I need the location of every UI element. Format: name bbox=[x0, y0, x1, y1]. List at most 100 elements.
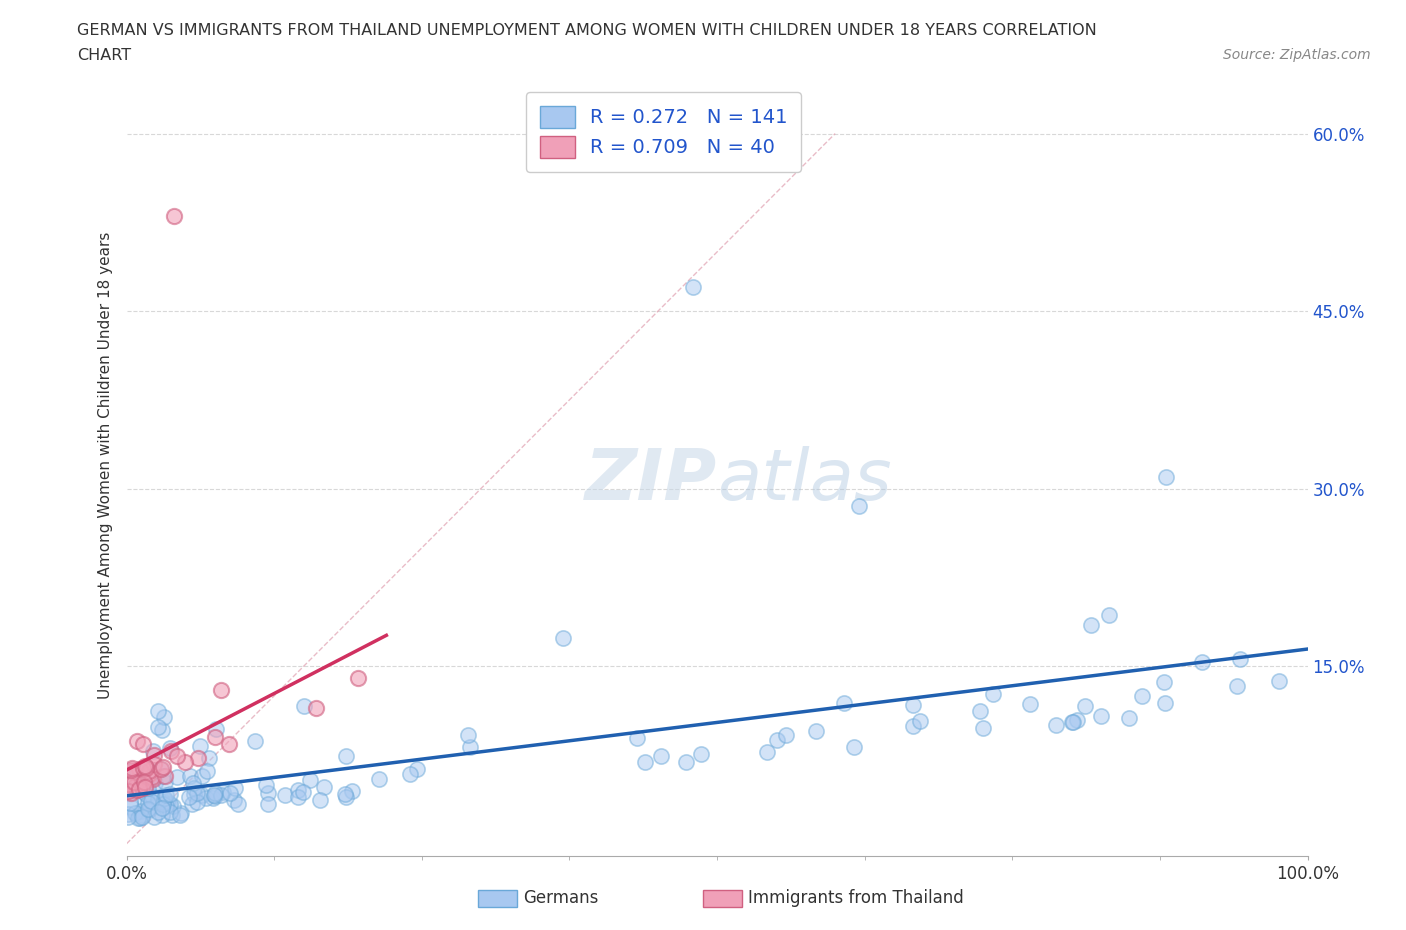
Point bbox=[170, 805, 193, 820]
Point bbox=[135, 760, 157, 775]
Point bbox=[187, 751, 209, 765]
Point bbox=[675, 754, 697, 769]
Text: GERMAN VS IMMIGRANTS FROM THAILAND UNEMPLOYMENT AMONG WOMEN WITH CHILDREN UNDER : GERMAN VS IMMIGRANTS FROM THAILAND UNEMP… bbox=[77, 23, 1097, 38]
Point bbox=[650, 749, 672, 764]
Point bbox=[152, 768, 174, 783]
Point bbox=[1191, 655, 1213, 670]
Point bbox=[183, 787, 205, 802]
Point bbox=[219, 786, 242, 801]
Point bbox=[195, 790, 218, 805]
Point bbox=[132, 737, 155, 751]
Point bbox=[122, 764, 145, 779]
Point bbox=[179, 769, 201, 784]
Point bbox=[191, 787, 214, 802]
Point bbox=[333, 786, 356, 801]
Point bbox=[1118, 711, 1140, 726]
Text: Immigrants from Thailand: Immigrants from Thailand bbox=[748, 889, 963, 908]
Point bbox=[347, 671, 370, 685]
Point bbox=[775, 728, 797, 743]
Text: Source: ZipAtlas.com: Source: ZipAtlas.com bbox=[1223, 48, 1371, 62]
Point bbox=[254, 777, 277, 792]
Point bbox=[1066, 712, 1088, 727]
Point bbox=[1062, 714, 1084, 729]
Point bbox=[142, 809, 165, 824]
Point bbox=[134, 779, 156, 794]
Point bbox=[292, 784, 315, 799]
Point bbox=[405, 762, 427, 777]
Point bbox=[134, 793, 156, 808]
Point bbox=[159, 796, 181, 811]
Point bbox=[156, 793, 179, 808]
Point bbox=[138, 764, 160, 778]
Point bbox=[209, 683, 232, 698]
Point bbox=[141, 788, 163, 803]
Point bbox=[287, 782, 309, 797]
Point bbox=[135, 787, 157, 802]
Point bbox=[150, 723, 173, 737]
Point bbox=[124, 783, 146, 798]
Point bbox=[159, 740, 181, 755]
Point bbox=[804, 724, 827, 738]
Point bbox=[689, 747, 711, 762]
Point bbox=[127, 776, 149, 790]
Point bbox=[1074, 698, 1097, 713]
Point bbox=[218, 737, 240, 751]
Legend: R = 0.272   N = 141, R = 0.709   N = 40: R = 0.272 N = 141, R = 0.709 N = 40 bbox=[526, 92, 801, 172]
Point bbox=[162, 799, 184, 814]
Point bbox=[908, 714, 931, 729]
Point bbox=[204, 786, 226, 801]
Point bbox=[156, 795, 179, 810]
Point bbox=[398, 766, 420, 781]
Point bbox=[124, 781, 146, 796]
Point bbox=[1229, 651, 1251, 666]
Point bbox=[129, 811, 152, 826]
Point bbox=[132, 775, 155, 790]
Point bbox=[204, 730, 226, 745]
Point bbox=[180, 796, 202, 811]
Point bbox=[155, 788, 177, 803]
Point bbox=[1268, 673, 1291, 688]
Point bbox=[124, 805, 146, 820]
Point bbox=[160, 808, 183, 823]
Point bbox=[159, 786, 181, 801]
Point bbox=[969, 703, 991, 718]
Point bbox=[120, 762, 142, 777]
Point bbox=[120, 764, 142, 778]
Point bbox=[127, 782, 149, 797]
Point bbox=[226, 797, 249, 812]
Point bbox=[1080, 618, 1102, 633]
Point bbox=[634, 754, 657, 769]
Point bbox=[153, 775, 176, 790]
Point bbox=[153, 791, 176, 806]
Point bbox=[124, 778, 146, 793]
Point bbox=[131, 780, 153, 795]
Point bbox=[166, 769, 188, 784]
Point bbox=[1062, 714, 1084, 729]
Point bbox=[152, 797, 174, 812]
Point bbox=[135, 788, 157, 803]
Point bbox=[222, 792, 245, 807]
Point bbox=[179, 790, 201, 804]
Point bbox=[197, 751, 219, 765]
Point bbox=[142, 771, 165, 786]
Point bbox=[367, 772, 389, 787]
Point bbox=[181, 776, 204, 790]
Point bbox=[131, 808, 153, 823]
Point bbox=[127, 811, 149, 826]
Point bbox=[834, 696, 856, 711]
Point bbox=[257, 797, 280, 812]
Point bbox=[142, 748, 165, 763]
Point bbox=[148, 720, 170, 735]
Point bbox=[209, 787, 232, 802]
Point bbox=[299, 773, 322, 788]
Point bbox=[138, 768, 160, 783]
Point bbox=[134, 759, 156, 774]
Point bbox=[626, 730, 648, 745]
Point bbox=[136, 780, 159, 795]
Point bbox=[195, 764, 218, 778]
Point bbox=[121, 761, 143, 776]
Point bbox=[257, 785, 280, 800]
Point bbox=[245, 734, 267, 749]
Point bbox=[117, 777, 139, 792]
Point bbox=[273, 787, 295, 802]
